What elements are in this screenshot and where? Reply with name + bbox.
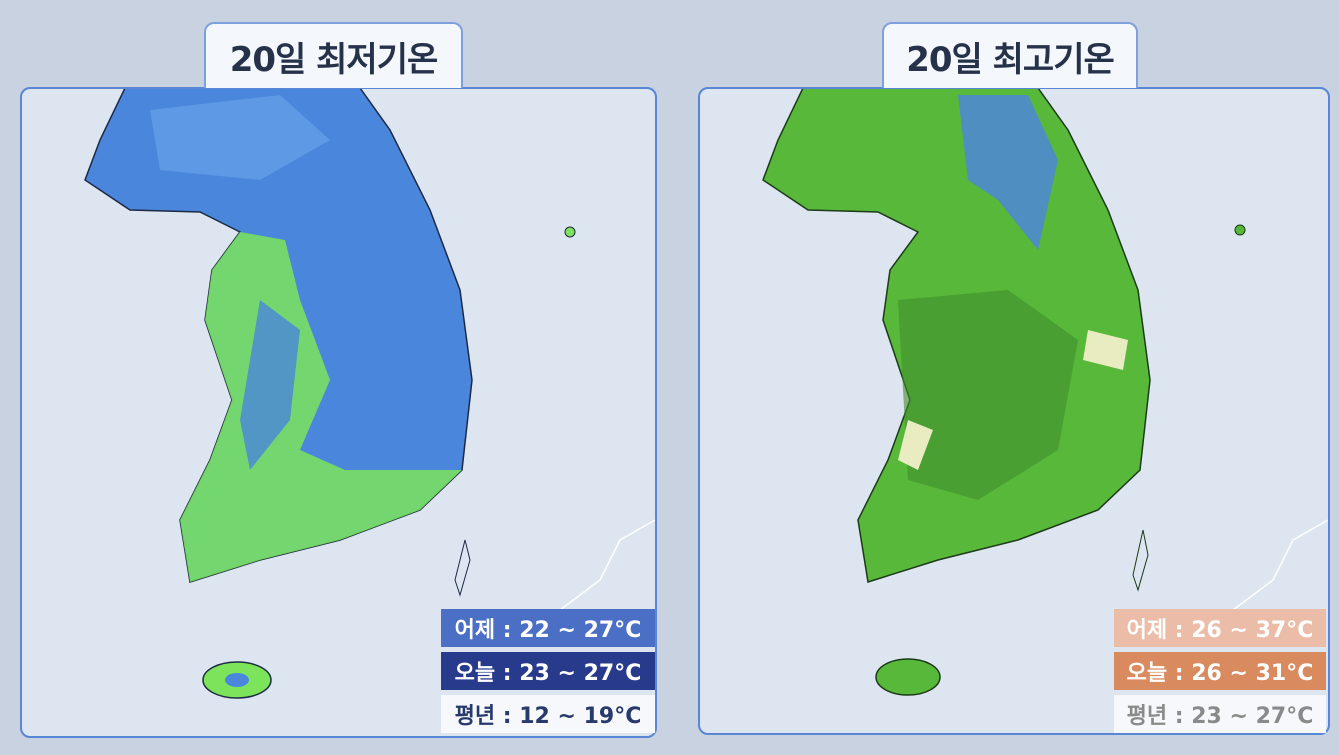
info-row: 오늘 : 23 ~ 27°C bbox=[441, 652, 655, 690]
left-map bbox=[22, 87, 656, 736]
panel-title: 20일 최저기온 bbox=[204, 22, 463, 88]
info-row: 오늘 : 26 ~ 31°C bbox=[1114, 652, 1326, 690]
panel-frame bbox=[20, 87, 657, 738]
panel-frame bbox=[698, 87, 1330, 735]
panel-title: 20일 최고기온 bbox=[882, 22, 1138, 88]
info-row: 어제 : 22 ~ 27°C bbox=[441, 609, 655, 647]
info-row: 평년 : 12 ~ 19°C bbox=[441, 695, 655, 733]
info-row: 평년 : 23 ~ 27°C bbox=[1114, 695, 1326, 733]
info-row: 어제 : 26 ~ 37°C bbox=[1114, 609, 1326, 647]
right-map bbox=[700, 87, 1329, 733]
